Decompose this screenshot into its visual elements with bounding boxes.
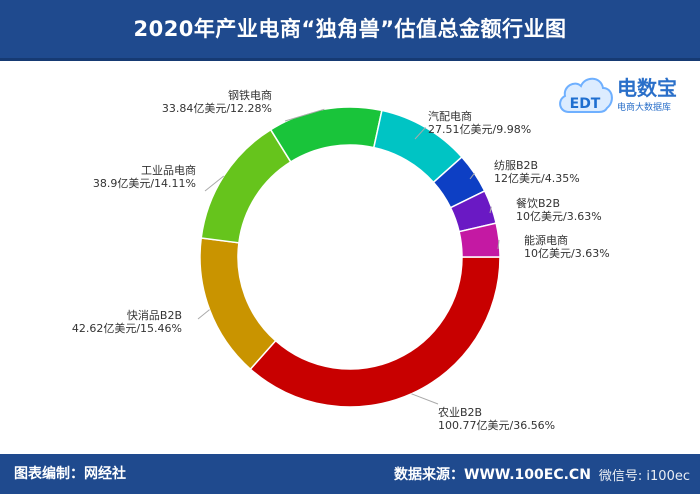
footer-source: 数据来源：WWW.100EC.CN [394, 467, 591, 483]
brand-logo: EDT 电数宝 电商大数据库 [555, 64, 695, 120]
leader-line [489, 206, 492, 214]
slice-name-label: 汽配电商 [428, 109, 472, 123]
slice-name-label: 农业B2B [438, 405, 482, 419]
slice-name-label: 钢铁电商 [228, 88, 272, 102]
slice-name-label: 快消品B2B [127, 308, 182, 322]
logo-tagline: 电商大数据库 [617, 103, 672, 113]
header-bar: 2020年产业电商“独角兽”估值总金额行业图 [0, 0, 700, 61]
slice-value-label: 38.9亿美元/14.11% [93, 177, 196, 190]
slice-value-label: 42.62亿美元/15.46% [72, 322, 182, 335]
leader-line [469, 172, 475, 180]
donut-slice [200, 128, 292, 244]
footer-compiler: 图表编制：网经社 [14, 466, 126, 482]
donut-slice [269, 106, 383, 163]
leader-line [411, 393, 439, 405]
donut-slice [199, 237, 277, 371]
slice-value-label: 10亿美元/3.63% [516, 210, 602, 223]
slice-name-label: 纺服B2B [494, 158, 538, 172]
leader-line [197, 309, 210, 320]
logo-brand: 电数宝 [617, 76, 677, 100]
cloud-edt-icon: EDT [559, 77, 613, 113]
chart-area: 农业B2B 100.77亿美元/36.56% 快消品B2B 42.62亿美元/15.4… [0, 61, 700, 454]
slice-value-label: 33.84亿美元/12.28% [162, 102, 272, 115]
slice-name-label: 能源电商 [524, 233, 568, 247]
slice-value-label: 12亿美元/4.35% [494, 172, 580, 185]
donut-slice [458, 222, 501, 258]
footer-wechat: 微信号: i100ec [598, 468, 690, 484]
leader-line [284, 108, 325, 122]
slice-name-label: 餐饮B2B [516, 196, 560, 210]
slice-value-label: 100.77亿美元/36.56% [438, 419, 555, 432]
donut-slice [249, 256, 501, 408]
leader-line [414, 127, 426, 140]
slice-name-label: 工业品电商 [141, 163, 196, 177]
slice-value-label: 10亿美元/3.63% [524, 247, 610, 260]
logo-mark: EDT [570, 96, 601, 112]
footer-bar: 图表编制：网经社 数据来源：WWW.100EC.CN 微信号: i100ec [0, 454, 700, 494]
footer-right: 数据来源：WWW.100EC.CN 微信号: i100ec [394, 454, 690, 494]
chart-title: 2020年产业电商“独角兽”估值总金额行业图 [133, 17, 567, 41]
slice-value-label: 27.51亿美元/9.98% [428, 123, 531, 136]
leader-line [497, 239, 500, 250]
leader-line [204, 175, 225, 192]
